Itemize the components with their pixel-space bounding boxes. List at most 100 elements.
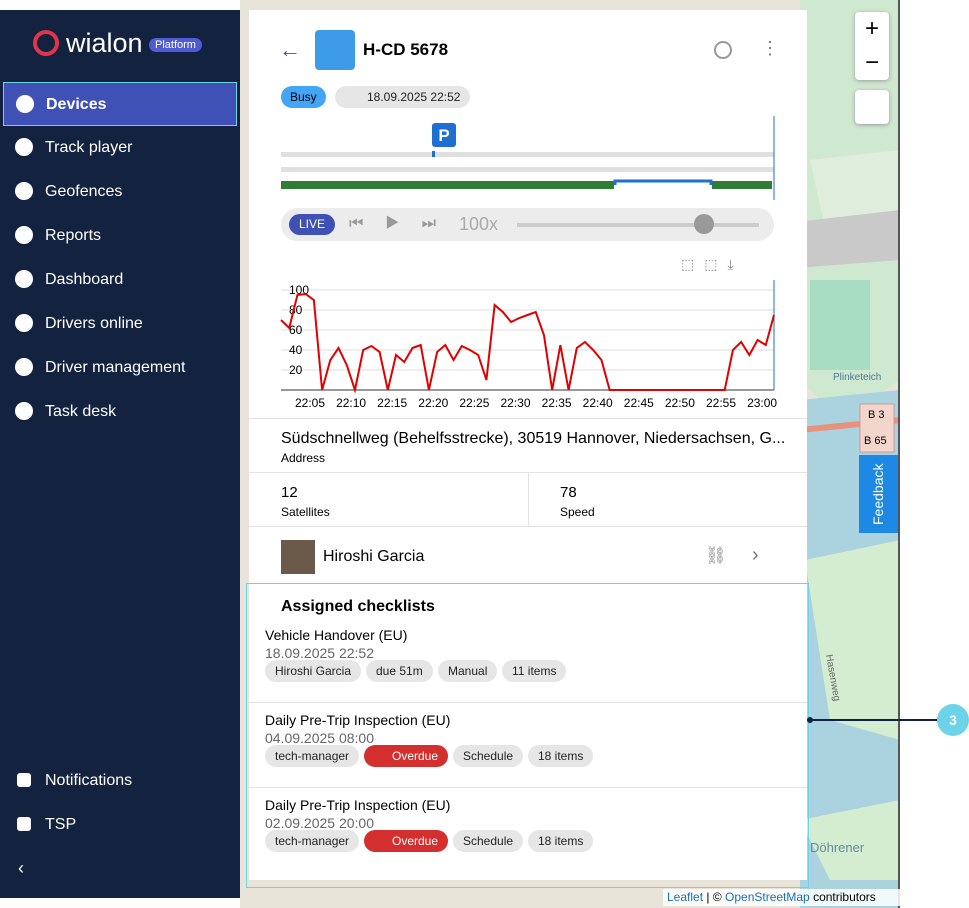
nav-icon xyxy=(15,358,33,376)
nav-label: Driver management xyxy=(45,359,186,376)
map-label: B 65 xyxy=(864,435,887,447)
x-tick-label: 23:00 xyxy=(747,396,777,410)
attribution: Leaflet | © OpenStreetMap contributors xyxy=(663,889,903,906)
nav-item[interactable]: Track player xyxy=(3,126,237,170)
checklist-name[interactable]: Vehicle Handover (EU) xyxy=(265,627,408,643)
unit-panel: ← H-CD 5678 ⋮ Busy 18.09.2025 22:52 P LI… xyxy=(249,10,807,880)
chart-tools[interactable]: ⬚⬚⤓ xyxy=(681,256,744,272)
live-button[interactable]: LIVE xyxy=(289,214,336,235)
checklist-date: 02.09.2025 20:00 xyxy=(265,815,374,831)
x-tick-label: 22:05 xyxy=(295,396,325,410)
collapse-button[interactable]: ‹ xyxy=(18,858,24,878)
nav-item[interactable]: Geofences xyxy=(3,170,237,214)
slider-thumb[interactable] xyxy=(694,214,714,234)
nav-icon xyxy=(17,773,31,787)
nav-label: Geofences xyxy=(45,183,123,200)
locate-button[interactable] xyxy=(714,41,732,59)
map-label: Döhrener xyxy=(810,840,865,855)
player-bar: LIVE ⏮▶⏭ 100x xyxy=(281,208,774,241)
nav-item[interactable]: Notifications xyxy=(3,759,237,803)
nav-icon xyxy=(15,138,33,156)
nav-item[interactable]: TSP xyxy=(3,803,237,847)
unlink-button[interactable]: ⛓ xyxy=(705,546,727,565)
speed[interactable]: 100x xyxy=(459,214,499,234)
tag: 11 items xyxy=(502,660,567,682)
tag: Schedule xyxy=(453,745,524,767)
nav-icon xyxy=(15,182,33,200)
speed-value: 78 xyxy=(560,484,577,501)
nav-icon xyxy=(15,314,33,332)
brand: wialon xyxy=(66,28,143,58)
status: Busy xyxy=(281,86,326,108)
tag: tech-manager xyxy=(265,830,360,852)
timeline: P xyxy=(281,116,775,200)
map-label: Plinketeich xyxy=(833,372,881,383)
tag: Overdue xyxy=(364,745,449,767)
nav-label: Notifications xyxy=(45,772,133,789)
x-tick-label: 22:25 xyxy=(459,396,489,410)
tag: 18 items xyxy=(528,830,594,852)
x-tick-label: 22:10 xyxy=(336,396,366,410)
checklists-title: Assigned checklists xyxy=(281,598,435,615)
nav-label: Task desk xyxy=(45,403,117,420)
text: | © xyxy=(706,890,722,904)
badge: Platform xyxy=(149,38,202,52)
tag: tech-manager xyxy=(265,745,360,767)
x-tick-label: 22:35 xyxy=(542,396,572,410)
nav-item[interactable]: Drivers online xyxy=(3,302,237,346)
open-button[interactable]: › xyxy=(752,544,759,566)
nav-label: Track player xyxy=(45,139,133,156)
nav-label: Drivers online xyxy=(45,315,143,332)
layers-button[interactable] xyxy=(855,90,889,124)
zoom-control[interactable]: + − xyxy=(855,12,889,80)
slider[interactable] xyxy=(517,223,759,227)
speed-line xyxy=(280,292,775,394)
driver-name: Hiroshi Garcia xyxy=(323,548,425,565)
address: Südschnellweg (Behelfsstrecke), 30519 Ha… xyxy=(281,430,786,447)
checklist-date: 18.09.2025 22:52 xyxy=(265,645,374,661)
nav-item[interactable]: Devices xyxy=(3,82,237,126)
nav-item[interactable]: Dashboard xyxy=(3,258,237,302)
tag: 18 items xyxy=(528,745,594,767)
nav-label: TSP xyxy=(45,816,77,833)
back-button[interactable]: ← xyxy=(279,37,301,62)
tag: Manual xyxy=(438,660,498,682)
tag: Overdue xyxy=(364,830,449,852)
y-tick-label: 40 xyxy=(289,343,303,357)
satellites-label: Satellites xyxy=(281,505,330,519)
nav-icon xyxy=(16,95,34,113)
link[interactable]: Leaflet xyxy=(667,890,704,904)
logo xyxy=(33,30,59,56)
address-label: Address xyxy=(281,451,326,465)
highlight xyxy=(246,583,809,888)
x-tick-label: 22:55 xyxy=(706,396,736,410)
tag: Hiroshi Garcia xyxy=(265,660,362,682)
checklist-name[interactable]: Daily Pre-Trip Inspection (EU) xyxy=(265,712,451,728)
y-tick-label: 60 xyxy=(289,323,303,337)
y-tick-label: 20 xyxy=(289,363,303,377)
divider xyxy=(249,787,807,788)
link[interactable]: OpenStreetMap xyxy=(725,890,810,904)
nav-label: Reports xyxy=(45,227,102,244)
x-tick-label: 22:50 xyxy=(665,396,695,410)
player-controls[interactable]: ⏮▶⏭ xyxy=(349,215,459,232)
sidebar: wialon Platform Devices Track player Geofe… xyxy=(0,10,240,898)
nav-label: Dashboard xyxy=(45,271,124,288)
feedback-button[interactable]: Feedback xyxy=(859,455,898,533)
divider xyxy=(249,702,807,703)
nav-item[interactable]: Task desk xyxy=(3,390,237,434)
menu-button[interactable]: ⋮ xyxy=(761,38,779,58)
nav-label: Devices xyxy=(46,96,107,113)
nav-item[interactable]: Driver management xyxy=(3,346,237,390)
avatar xyxy=(281,540,315,574)
checklist-date: 04.09.2025 08:00 xyxy=(265,730,374,746)
nav-icon xyxy=(15,270,33,288)
callout-number: 3 xyxy=(949,712,957,728)
x-tick-label: 22:15 xyxy=(377,396,407,410)
checklist-name[interactable]: Daily Pre-Trip Inspection (EU) xyxy=(265,797,451,813)
tag: due 51m xyxy=(366,660,433,682)
nav-item[interactable]: Reports xyxy=(3,214,237,258)
nav-icon xyxy=(15,226,33,244)
